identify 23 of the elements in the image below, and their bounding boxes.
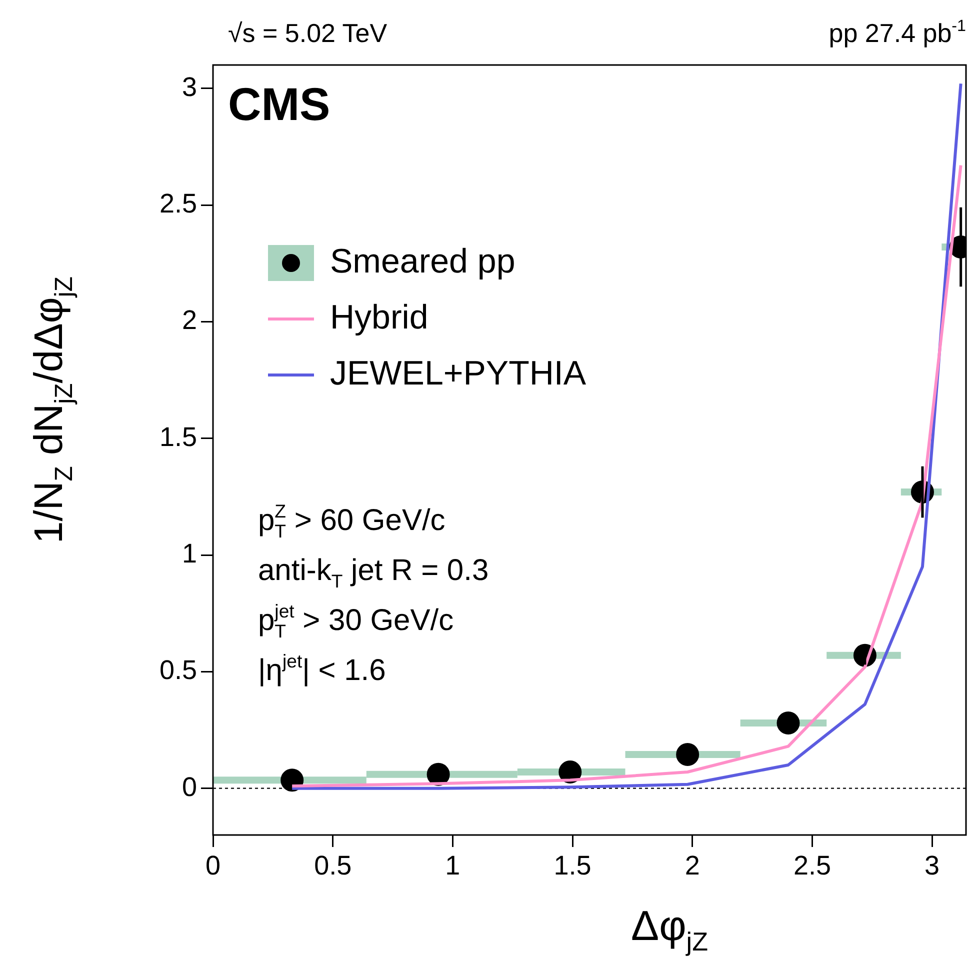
x-tick-label: 1.5 [554,850,592,881]
x-tick-label: 0 [205,850,221,881]
legend-label: JEWEL+PYTHIA [330,354,586,392]
y-tick-label: 1 [182,538,197,568]
y-tick-label: 2 [182,305,197,336]
y-tick-label: 2.5 [159,188,197,218]
chart-title: CMS [228,78,330,130]
y-axis-title: 1/NZ dNjZ/dΔφjZ [27,276,78,544]
x-tick-label: 2.5 [793,850,831,881]
y-tick-label: 0 [182,772,197,802]
x-tick-label: 1 [445,850,460,881]
y-tick-label: 1.5 [159,422,197,452]
legend-label: Smeared pp [330,242,516,280]
text: √s = 5.02 TeV [228,18,388,48]
y-tick-label: 3 [182,72,197,102]
y-tick-label: 0.5 [159,655,197,686]
point [676,743,700,766]
x-tick-label: 3 [924,850,940,881]
point [776,712,800,734]
legend-label: Hybrid [330,298,428,336]
x-tick-label: 2 [684,850,700,881]
x-tick-label: 0.5 [314,850,352,881]
point [426,762,450,786]
